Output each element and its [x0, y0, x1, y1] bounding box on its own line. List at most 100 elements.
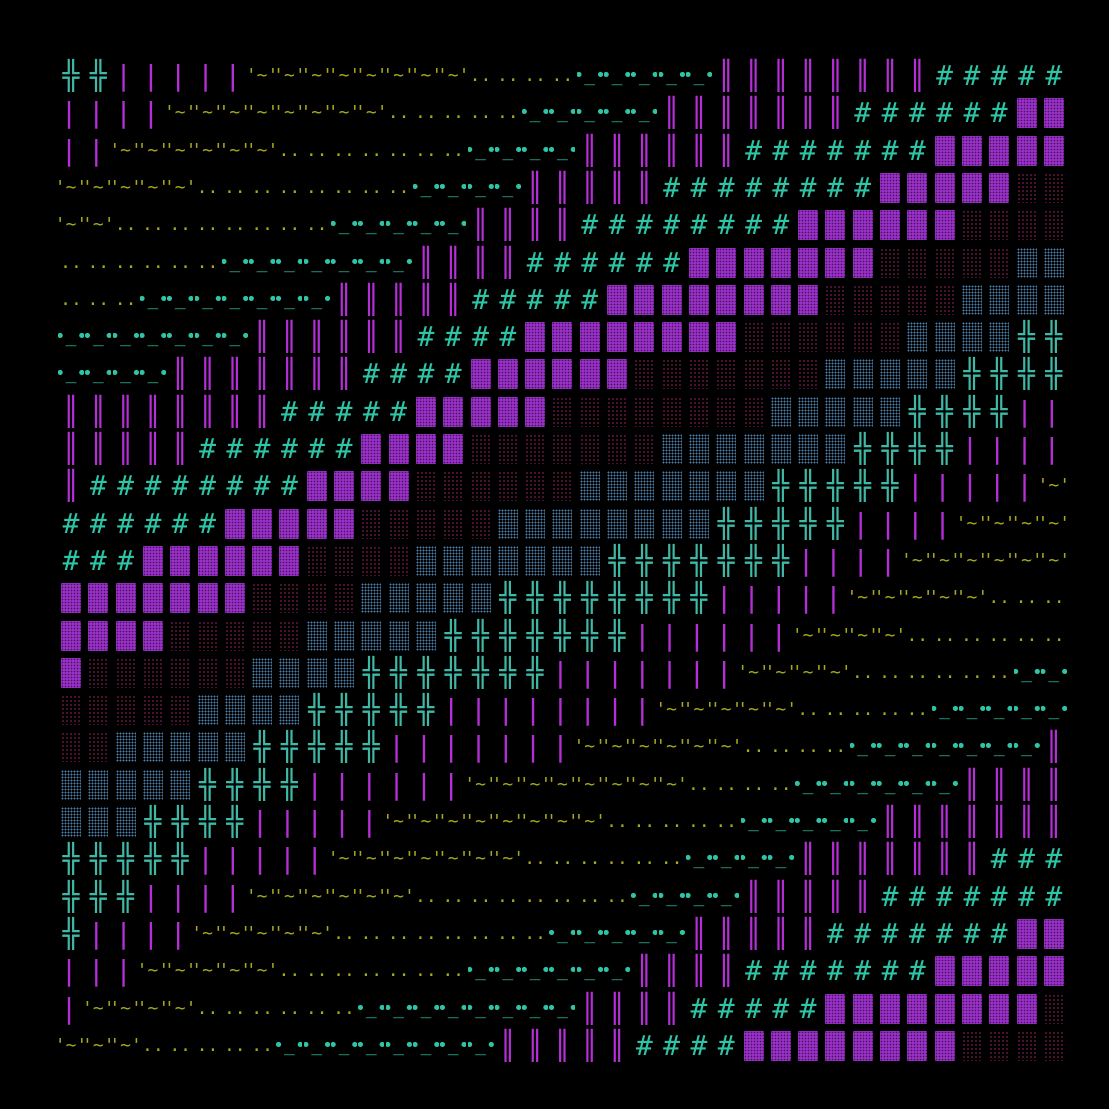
- light-dot-glyph: [58, 804, 84, 840]
- double-bar-glyph: ║: [526, 1028, 544, 1062]
- light-dot-glyph: [276, 692, 302, 728]
- light-dot-glyph: [549, 543, 575, 579]
- hash-glyph: #: [936, 59, 954, 92]
- dense-block-glyph: [904, 1028, 930, 1064]
- sparse-dot-glyph-fill: [607, 434, 627, 464]
- hash-glyph: #: [990, 842, 1008, 876]
- sparse-dot-glyph-fill: [634, 359, 655, 390]
- sparse-dot-glyph: [959, 207, 985, 243]
- dense-block-glyph: [741, 245, 767, 281]
- light-dot-glyph: [986, 282, 1012, 318]
- sparse-dot-glyph-fill: [1016, 172, 1037, 203]
- dense-block-glyph: [822, 1028, 848, 1064]
- light-dot-glyph: [222, 692, 248, 728]
- light-dot-glyph-fill: [880, 396, 900, 427]
- double-cross-glyph: ╬: [608, 543, 626, 577]
- sparse-dot-glyph-fill: [170, 620, 191, 651]
- tilde-wave-glyph: '~': [249, 139, 275, 161]
- double-dot-glyph: ..: [496, 65, 519, 86]
- sparse-dot-glyph: [167, 692, 193, 728]
- dense-block-glyph-fill: [1043, 98, 1064, 129]
- double-pipe-glyph: |: [633, 693, 655, 727]
- dot-dash-glyph: •_•: [577, 65, 603, 86]
- double-cross-glyph: ╬: [526, 581, 544, 615]
- double-bar-glyph: ║: [526, 208, 544, 242]
- dot-dash-glyph: •_•: [440, 997, 466, 1019]
- light-dot-glyph: [249, 655, 275, 691]
- double-dot-glyph: ..: [933, 624, 956, 646]
- sparse-dot-glyph-fill: [961, 247, 982, 278]
- double-pipe-glyph: |: [278, 805, 300, 838]
- double-bar-glyph: ║: [1045, 767, 1063, 801]
- dense-block-glyph: [877, 1028, 903, 1064]
- dense-block-glyph-fill: [852, 993, 873, 1024]
- dense-block-glyph-fill: [825, 247, 846, 278]
- light-dot-glyph-fill: [415, 583, 436, 614]
- double-bar-glyph: ║: [117, 432, 135, 465]
- double-pipe-glyph: |: [824, 581, 846, 615]
- hash-glyph: #: [89, 506, 107, 540]
- dense-block-glyph-fill: [552, 322, 573, 353]
- sparse-dot-glyph: [85, 692, 111, 728]
- double-dot-glyph: ..: [688, 773, 710, 795]
- dot-dash-glyph: •_•: [222, 288, 248, 310]
- light-dot-glyph-fill: [552, 508, 573, 539]
- tilde-wave-glyph: '~': [358, 848, 384, 870]
- sparse-dot-glyph-fill: [170, 657, 191, 688]
- double-pipe-glyph: |: [87, 954, 109, 988]
- dense-block-glyph: [768, 245, 794, 281]
- tilde-wave-glyph: '~': [795, 624, 821, 646]
- dot-dash-glyph: •_•: [577, 960, 603, 982]
- light-dot-glyph-fill: [961, 284, 982, 315]
- tilde-wave-glyph: '~': [276, 885, 302, 907]
- double-pipe-glyph: |: [169, 916, 191, 950]
- sparse-dot-glyph: [713, 394, 739, 430]
- dense-block-glyph: [549, 356, 575, 392]
- sparse-dot-glyph-fill: [934, 247, 955, 278]
- light-dot-glyph: [795, 394, 821, 430]
- double-dot-glyph: ..: [988, 587, 1011, 609]
- dense-block-glyph-fill: [661, 322, 682, 353]
- dot-dash-glyph: •_•: [904, 773, 930, 795]
- double-dot-glyph: ..: [251, 997, 273, 1019]
- double-bar-glyph: ║: [745, 59, 762, 92]
- double-pipe-glyph: |: [988, 432, 1010, 465]
- sparse-dot-glyph-fill: [388, 508, 409, 539]
- hash-glyph: #: [308, 432, 326, 465]
- dense-block-glyph-fill: [1043, 135, 1064, 166]
- sparse-dot-glyph: [631, 394, 657, 430]
- double-cross-glyph: ╬: [144, 842, 162, 876]
- double-pipe-glyph: |: [551, 655, 573, 689]
- dense-block-glyph-fill: [989, 172, 1010, 203]
- dense-block-glyph: [686, 245, 712, 281]
- light-dot-glyph: [986, 319, 1012, 355]
- dense-block-glyph-fill: [170, 545, 191, 576]
- double-bar-glyph: ║: [553, 208, 571, 242]
- double-pipe-glyph: |: [87, 133, 109, 167]
- dense-block-glyph: [822, 207, 848, 243]
- light-dot-glyph-fill: [607, 508, 627, 539]
- double-dot-glyph: ..: [606, 848, 628, 870]
- double-dot-glyph: ..: [1015, 624, 1038, 646]
- dense-block-glyph: [932, 991, 958, 1027]
- hash-glyph: #: [663, 245, 681, 279]
- light-dot-glyph: [686, 468, 712, 504]
- sparse-dot-glyph-fill: [415, 508, 436, 539]
- double-pipe-glyph: |: [633, 655, 655, 689]
- double-bar-glyph: ║: [772, 879, 790, 913]
- dense-block-glyph: [604, 282, 630, 318]
- hash-glyph: #: [1018, 879, 1035, 913]
- double-pipe-glyph: |: [1016, 394, 1037, 428]
- double-pipe-glyph: |: [633, 618, 655, 652]
- tilde-wave-glyph: '~': [822, 624, 848, 646]
- light-dot-glyph: [167, 729, 193, 765]
- dot-dash-glyph: •_•: [659, 885, 685, 907]
- hash-glyph: #: [417, 320, 435, 354]
- dense-block-glyph: [877, 207, 903, 243]
- double-bar-glyph: ║: [581, 170, 599, 204]
- tilde-wave-glyph: '~': [358, 65, 384, 86]
- double-cross-glyph: ╬: [89, 879, 107, 913]
- light-dot-glyph: [167, 767, 193, 803]
- hash-glyph: #: [635, 245, 653, 279]
- double-dot-glyph: ..: [415, 960, 437, 982]
